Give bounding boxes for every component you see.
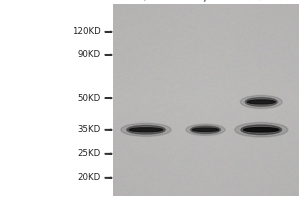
- Ellipse shape: [244, 128, 279, 132]
- Ellipse shape: [248, 100, 275, 104]
- Text: 50KD: 50KD: [77, 94, 101, 103]
- Text: 90KD: 90KD: [77, 50, 101, 59]
- Text: 35KD: 35KD: [77, 125, 101, 134]
- Ellipse shape: [129, 128, 163, 132]
- Ellipse shape: [235, 123, 288, 137]
- Ellipse shape: [245, 98, 277, 106]
- Text: Raji: Raji: [255, 0, 274, 2]
- Text: Jurkat: Jurkat: [199, 0, 225, 2]
- Ellipse shape: [121, 123, 171, 136]
- Ellipse shape: [127, 125, 165, 134]
- Ellipse shape: [193, 128, 218, 132]
- Ellipse shape: [190, 126, 220, 134]
- Text: 25KD: 25KD: [77, 149, 101, 158]
- Text: 120KD: 120KD: [72, 27, 101, 36]
- Ellipse shape: [241, 125, 282, 135]
- Text: K562: K562: [140, 0, 163, 2]
- Text: 20KD: 20KD: [77, 173, 101, 182]
- Ellipse shape: [240, 95, 282, 108]
- Ellipse shape: [186, 124, 225, 135]
